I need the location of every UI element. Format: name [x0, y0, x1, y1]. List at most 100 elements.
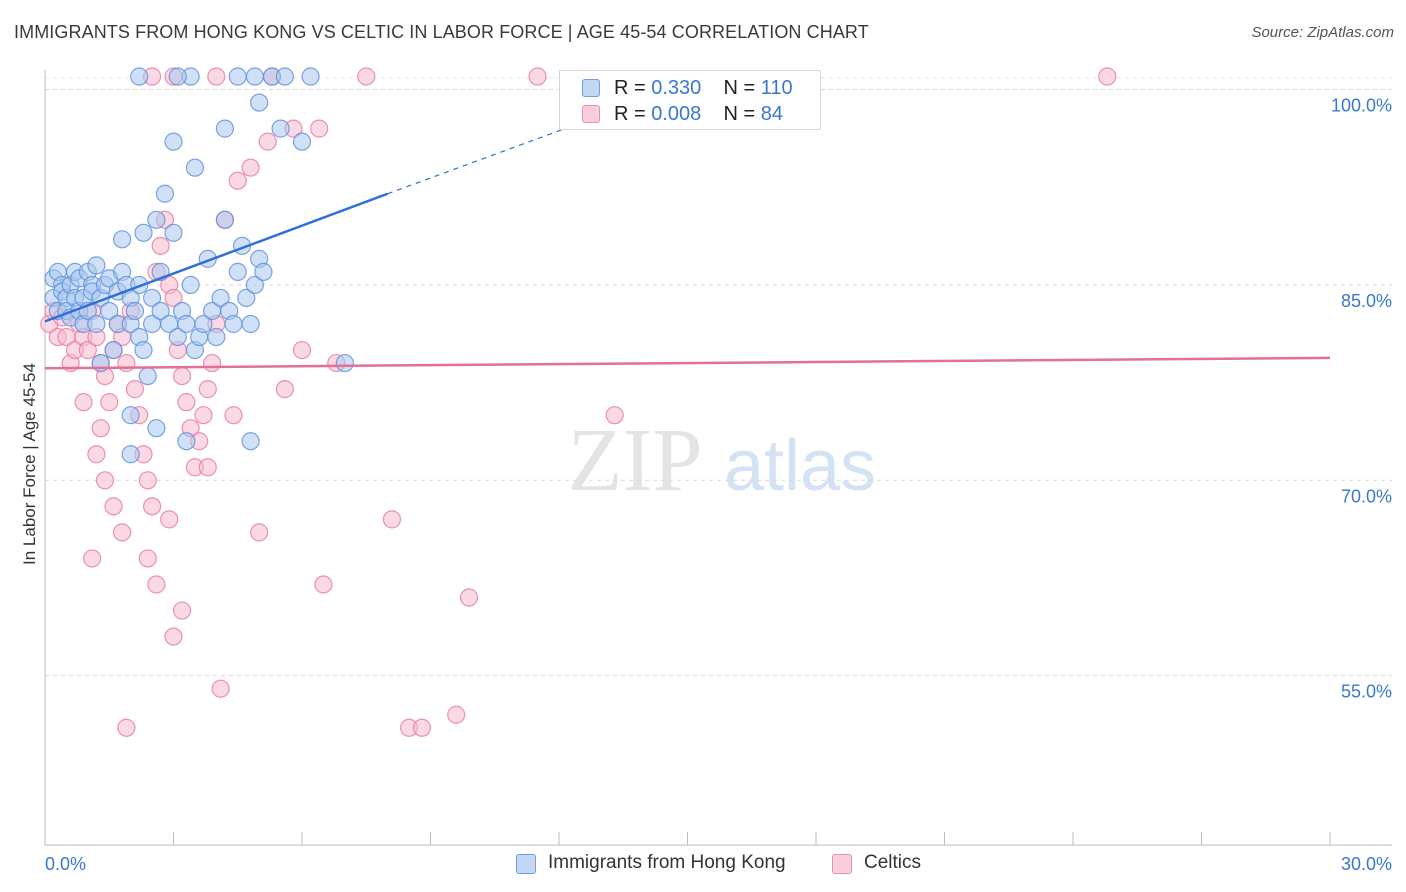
point-celtics	[95, 471, 115, 490]
trendline-hong-kong-extension	[387, 117, 594, 195]
trendline-hong-kong	[44, 192, 389, 323]
point-celtics	[117, 718, 136, 737]
legend-label-celtics: Celtics	[864, 852, 922, 873]
point-hong-kong	[245, 67, 264, 86]
point-celtics	[138, 549, 157, 568]
point-celtics	[382, 510, 402, 529]
point-celtics	[194, 406, 213, 425]
point-hong-kong	[177, 432, 196, 451]
point-celtics	[310, 119, 329, 138]
point-hong-kong	[254, 262, 273, 281]
point-celtics	[357, 67, 376, 86]
point-celtics	[142, 497, 162, 516]
point-hong-kong	[292, 132, 312, 151]
point-hong-kong	[224, 314, 243, 334]
point-celtics	[198, 380, 217, 399]
point-hong-kong	[168, 327, 187, 347]
point-hong-kong	[87, 256, 106, 275]
point-celtics	[91, 419, 110, 438]
point-hong-kong	[147, 210, 166, 229]
point-celtics	[258, 132, 277, 151]
point-celtics	[172, 601, 192, 620]
point-celtics	[292, 340, 312, 360]
point-celtics	[164, 627, 183, 646]
point-celtics	[228, 171, 247, 190]
point-hong-kong	[177, 314, 196, 334]
legend-stats: R = 0.330 N = 110 R = 0.008 N = 84	[559, 70, 821, 130]
point-celtics	[177, 393, 196, 412]
n-label-blue: N =	[723, 77, 756, 99]
point-celtics	[241, 158, 260, 177]
chart-title: IMMIGRANTS FROM HONG KONG VS CELTIC IN L…	[14, 22, 869, 42]
point-celtics	[78, 340, 97, 360]
point-celtics	[605, 406, 624, 425]
point-celtics	[125, 380, 145, 399]
point-hong-kong	[87, 314, 106, 334]
point-hong-kong	[134, 223, 153, 242]
point-hong-kong	[138, 366, 157, 386]
point-celtics	[138, 471, 157, 490]
legend-swatch-pink	[832, 854, 852, 874]
point-celtics	[164, 288, 183, 308]
point-hong-kong	[130, 67, 149, 86]
point-celtics	[100, 393, 119, 412]
point-hong-kong	[228, 262, 247, 281]
point-hong-kong	[168, 67, 187, 86]
point-hong-kong	[151, 301, 170, 321]
point-hong-kong	[181, 275, 200, 295]
point-hong-kong	[241, 314, 260, 334]
point-celtics	[104, 497, 123, 516]
point-hong-kong	[147, 419, 166, 438]
point-celtics	[112, 523, 132, 542]
legend-stats-text-blue: R = 0.330 N = 110	[614, 77, 793, 100]
point-hong-kong	[335, 353, 354, 373]
r-label-pink: R =	[614, 103, 646, 125]
point-celtics	[87, 445, 106, 464]
legend-label-hong-kong: Immigrants from Hong Kong	[548, 852, 786, 873]
point-celtics	[160, 510, 179, 529]
point-hong-kong	[155, 184, 175, 203]
point-hong-kong	[250, 93, 269, 112]
point-hong-kong	[164, 132, 183, 151]
r-value-blue: 0.330	[651, 77, 702, 99]
point-hong-kong	[207, 327, 226, 347]
point-hong-kong	[301, 67, 320, 86]
y-tick-label: 70.0%	[1341, 486, 1392, 506]
y-tick-label: 100.0%	[1331, 96, 1392, 116]
point-hong-kong	[215, 210, 234, 229]
point-hong-kong	[100, 301, 119, 321]
point-celtics	[250, 523, 269, 542]
y-tick-label: 85.0%	[1341, 291, 1392, 311]
r-value-pink: 0.008	[651, 103, 702, 125]
point-hong-kong	[185, 158, 205, 177]
point-celtics	[202, 353, 222, 373]
point-celtics	[447, 705, 466, 724]
point-hong-kong	[121, 445, 140, 464]
point-celtics	[275, 380, 294, 399]
point-celtics	[172, 366, 192, 386]
point-hong-kong	[271, 119, 290, 138]
point-hong-kong	[228, 67, 247, 86]
point-celtics	[412, 718, 432, 737]
x-tick-label-max: 30.0%	[1341, 854, 1392, 874]
point-celtics	[211, 679, 230, 698]
point-hong-kong	[142, 288, 162, 308]
point-hong-kong	[134, 340, 153, 360]
point-celtics	[314, 575, 333, 594]
pink-swatch	[582, 105, 600, 123]
point-hong-kong	[211, 288, 230, 308]
trendline-celtics	[44, 356, 1331, 370]
point-hong-kong	[215, 119, 234, 138]
n-value-pink: 84	[760, 103, 784, 125]
blue-swatch	[582, 79, 600, 97]
point-hong-kong	[112, 230, 132, 249]
point-celtics	[147, 575, 166, 594]
point-celtics	[459, 588, 479, 607]
point-celtics	[83, 549, 102, 568]
point-hong-kong	[125, 301, 145, 321]
y-tick-label: 55.0%	[1341, 682, 1392, 702]
point-celtics	[117, 353, 136, 373]
legend-swatch-blue	[516, 854, 536, 874]
watermark-atlas: atlas	[724, 426, 876, 506]
point-hong-kong	[245, 275, 264, 295]
